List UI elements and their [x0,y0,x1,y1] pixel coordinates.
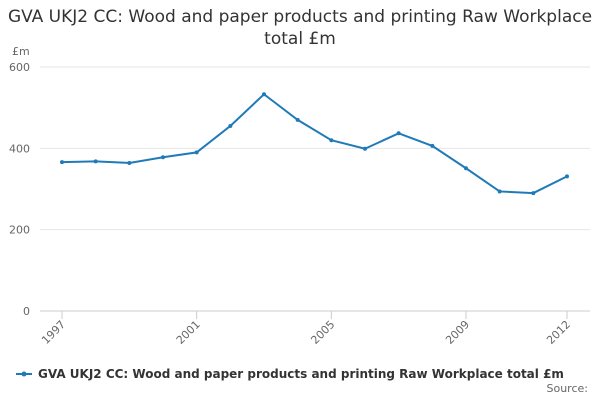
point [127,160,132,165]
x-tick-label: 2009 [443,318,472,347]
y-tick-label: 200 [9,224,30,237]
point [93,159,98,164]
point [228,123,233,128]
y-unit: £m [12,45,30,58]
point [464,166,468,171]
chart-title: GVA UKJ2 CC: Wood and paper products and… [7,7,593,49]
point [497,189,502,194]
line [61,92,568,195]
x-tick-label: 2012 [544,318,573,347]
x-tick-label: 2001 [174,318,203,347]
x-tick-label: 2005 [308,318,337,347]
source: Source: [547,382,589,395]
point [161,155,165,160]
point [194,150,199,155]
y-tick-label: 0 [23,305,30,318]
legend-marker [21,371,27,377]
point [396,131,401,136]
point [531,191,536,196]
point [60,160,64,165]
point [295,117,300,122]
point [329,138,334,143]
y-tick-label: 600 [9,61,30,74]
point [565,174,569,179]
x-tick-label: 1997 [39,318,68,347]
y-tick-label: 400 [9,142,30,155]
legend-label: GVA UKJ2 CC: Wood and paper products and… [38,367,564,381]
point [262,92,266,97]
point [363,146,367,151]
point [430,143,435,148]
